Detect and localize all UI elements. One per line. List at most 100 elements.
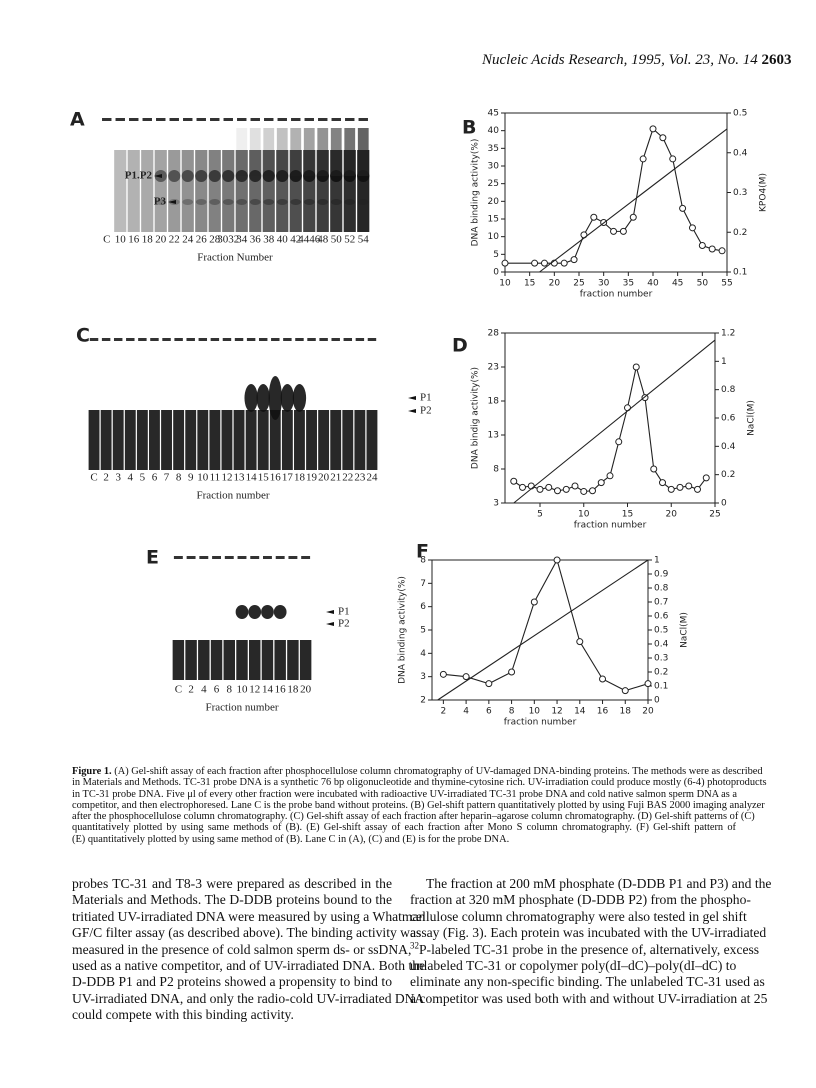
well <box>343 338 353 341</box>
text-line: UV-irradiated DNA, and only the radio-co… <box>72 990 425 1006</box>
lane-label: 10 <box>115 234 127 246</box>
band <box>256 384 270 412</box>
x-axis-label: Fraction Number <box>197 252 273 264</box>
caption-text: (E) quantitatively plotted by using same… <box>72 833 510 845</box>
x-tick-label: 15 <box>622 510 633 520</box>
x-tick-label: 25 <box>709 510 720 520</box>
data-point <box>554 487 561 495</box>
lane-label: 4446 <box>298 234 321 246</box>
x-tick-label: 12 <box>551 707 562 717</box>
lane-label: 18 <box>294 472 306 484</box>
data-point <box>599 675 607 683</box>
band-label: P2 <box>338 618 350 630</box>
lane-label: 7 <box>164 472 170 484</box>
x-tick-label: 18 <box>620 707 632 717</box>
well <box>331 118 341 121</box>
data-point <box>629 213 637 221</box>
left-column: probes TC-31 and T8-3 were prepared as d… <box>72 876 425 1024</box>
band <box>273 605 287 619</box>
data-point <box>597 479 605 487</box>
x-axis-label: Fraction number <box>196 490 269 502</box>
y-tick-label: 25 <box>488 179 499 189</box>
well <box>304 118 314 121</box>
journal: Nucleic Acids Research, 1995, Vol. 23, N… <box>482 52 758 68</box>
caption-line: after the phosphocellulose column chroma… <box>72 811 755 822</box>
lane-smear <box>354 410 366 470</box>
well <box>212 556 221 559</box>
gradient-line <box>437 559 649 701</box>
caption-line: in TC-31 probe DNA. Five μl of every oth… <box>72 789 737 800</box>
data-point <box>621 687 629 695</box>
y2-tick-label: 0.2 <box>654 668 668 678</box>
y2-tick-label: 0.6 <box>721 414 736 424</box>
y2-tick-label: 1 <box>721 357 727 367</box>
well <box>183 118 193 121</box>
lane-label: 10 <box>197 472 209 484</box>
band <box>209 199 221 205</box>
lane-smear <box>222 150 235 232</box>
lane-label: C <box>90 472 97 484</box>
band-arrow <box>326 610 334 614</box>
lane-smear <box>281 410 293 470</box>
x-tick-label: 2 <box>441 707 447 717</box>
well <box>237 556 247 559</box>
data-point <box>562 485 570 493</box>
data-point <box>615 438 623 446</box>
band <box>262 170 275 182</box>
band-label: P1.P2 <box>125 170 153 182</box>
band <box>168 170 181 182</box>
well <box>162 338 171 341</box>
gradient-line <box>539 128 728 273</box>
lane-smear <box>342 410 354 470</box>
lane-label: 21 <box>330 472 341 484</box>
data-point <box>632 363 640 371</box>
lane-smear <box>245 410 257 470</box>
lane-label: 12 <box>249 684 260 696</box>
band-label: P1 <box>338 606 350 618</box>
band <box>195 199 207 205</box>
y2-tick-label: 0.2 <box>721 470 735 480</box>
y-tick-label: 45 <box>488 109 499 119</box>
y2-tick-label: 0.5 <box>733 109 747 119</box>
band <box>235 605 249 619</box>
data-point <box>694 485 701 493</box>
data-point <box>530 598 538 606</box>
lane-smear <box>303 150 316 232</box>
band-smear <box>290 128 302 176</box>
band-arrow <box>408 396 416 400</box>
well <box>318 118 328 121</box>
well <box>367 338 377 341</box>
y2-tick-label: 0.6 <box>654 612 669 622</box>
data-point <box>462 673 470 681</box>
lane-smear <box>289 150 302 232</box>
data-line <box>443 558 649 692</box>
caption-text: competitor, and then electrophoresed. La… <box>72 799 765 811</box>
lane-label: 22 <box>342 472 353 484</box>
text-line: 32P-labeled TC-31 probe in the presence … <box>410 941 759 958</box>
panel-label: C <box>76 325 90 347</box>
lane-label: 50 <box>331 234 343 246</box>
lane-smear <box>316 150 329 232</box>
x-tick-label: 10 <box>578 510 590 520</box>
text-line: unlabeled TC-31 or copolymer poly(dI–dC)… <box>410 958 737 974</box>
data-point <box>590 213 598 221</box>
lane-smear <box>154 150 167 232</box>
band <box>303 170 316 182</box>
band <box>236 199 248 205</box>
lane-smear <box>208 150 221 232</box>
x-tick-label: 20 <box>549 279 561 289</box>
band-smear <box>330 128 342 176</box>
data-point <box>685 482 693 490</box>
y-tick-label: 6 <box>420 602 426 612</box>
y-tick-label: 30 <box>488 162 500 172</box>
panel-label: E <box>146 547 159 569</box>
lane-label: 20 <box>300 684 312 696</box>
lane-smear <box>257 410 269 470</box>
lane-label: 20 <box>155 234 167 246</box>
lane-label: 24 <box>366 472 378 484</box>
x-tick-label: 50 <box>697 279 709 289</box>
band <box>276 170 289 182</box>
well <box>223 118 233 121</box>
band <box>208 170 221 182</box>
data-point <box>718 247 726 255</box>
